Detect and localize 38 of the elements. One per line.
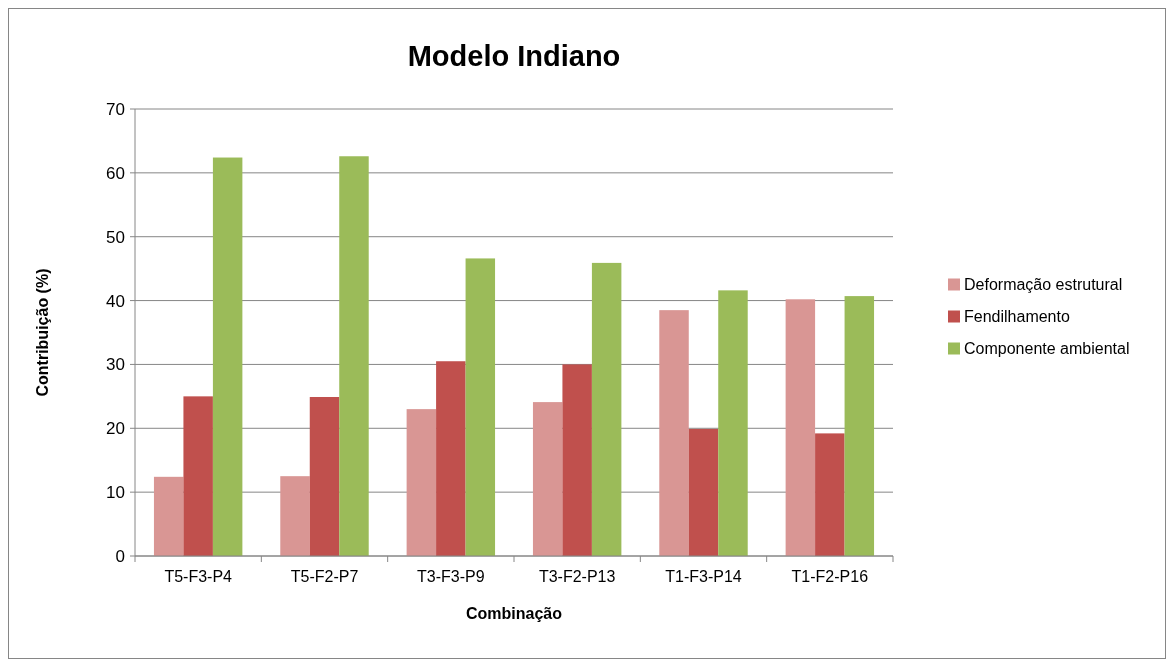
x-tick-label: T5-F2-P7 [290,568,359,585]
x-axis-title: Combinação [465,605,563,622]
bar [815,433,845,556]
bar [406,409,437,556]
bar [562,364,592,556]
bar [339,156,369,556]
y-tick-label: 60 [106,163,125,183]
y-tick-label: 20 [106,419,125,439]
y-tick-label: 40 [106,291,125,311]
y-tick-label: 30 [106,355,125,375]
x-tick-label: T1-F3-P14 [665,568,742,585]
bar [718,290,748,556]
bar [309,397,340,556]
legend-label: Deformação estrutural [964,276,1123,294]
x-tick-label: T3-F2-P13 [538,568,616,585]
bar [183,396,213,556]
bar [688,428,719,556]
y-tick-label: 50 [106,227,125,247]
legend-label: Componente ambiental [964,340,1130,358]
bar [532,402,563,556]
bar [212,157,243,556]
y-axis-title: Contribuição (%) [34,268,51,397]
bar [591,262,622,556]
y-tick-label: 10 [106,483,125,503]
x-tick-label: T5-F3-P4 [164,568,233,585]
x-tick-label: T1-F2-P16 [791,568,869,585]
bar [465,258,496,556]
bar [785,299,816,556]
bar [436,361,466,556]
y-tick-label: 70 [106,99,125,119]
bar [280,476,310,556]
x-tick-label: T3-F3-P9 [417,568,485,585]
bar [659,310,689,556]
bar [844,296,875,556]
chart-title: Modelo Indiano [407,40,621,72]
legend-label: Fendilhamento [964,308,1070,326]
bar [153,476,184,556]
y-tick-label: 0 [115,546,125,566]
